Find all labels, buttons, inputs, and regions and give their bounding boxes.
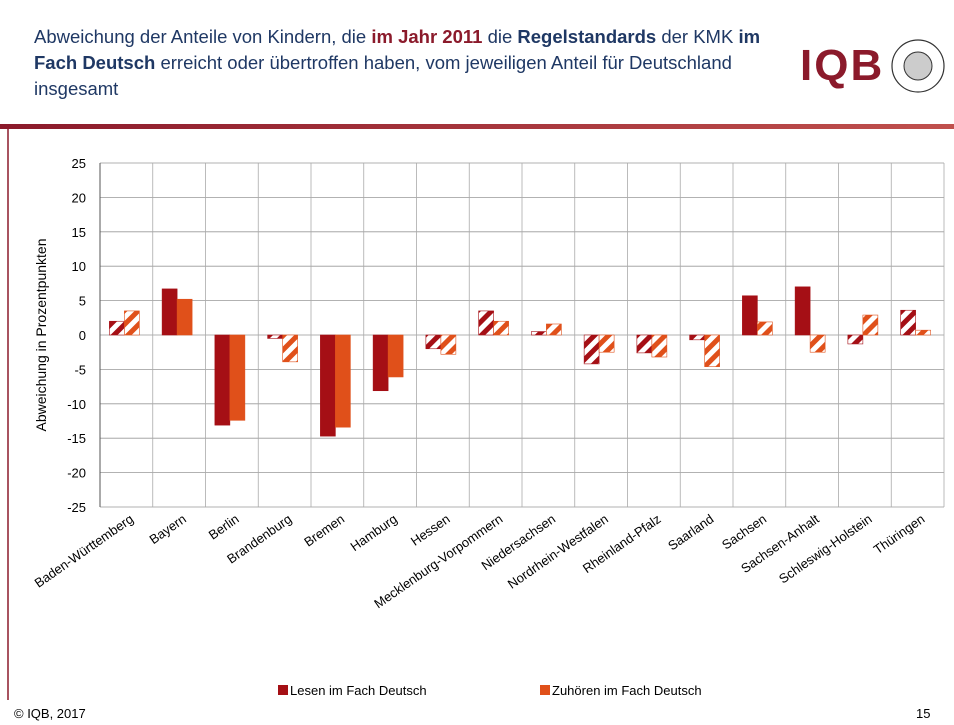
y-tick-label: -25 [67, 500, 86, 515]
bar [387, 334, 404, 378]
bar [636, 334, 653, 354]
bar [546, 323, 562, 336]
bar [425, 334, 442, 350]
logo-seal-inner [903, 51, 933, 81]
title-part: der KMK [656, 26, 739, 47]
bar [282, 334, 298, 363]
x-tick-label: Bayern [146, 511, 188, 547]
y-axis-label: Abweichung in Prozentpunkten [33, 238, 49, 431]
y-tick-label: -10 [67, 397, 86, 412]
bar [109, 320, 125, 336]
title-part: im Fach Deutsch [34, 26, 766, 73]
bar [742, 295, 758, 336]
bar [862, 314, 879, 336]
y-tick-label: -20 [67, 466, 86, 481]
bar [915, 329, 931, 336]
y-tick-label: -15 [67, 431, 86, 446]
logo-text: IQB [800, 41, 884, 90]
title-part: Regelstandards [517, 26, 657, 47]
bar [372, 334, 389, 392]
y-tick-label: 15 [72, 225, 86, 240]
y-tick-label: 0 [79, 328, 86, 343]
bar [214, 334, 231, 426]
y-tick-label: 5 [79, 294, 86, 309]
legend-label: Lesen im Fach Deutsch [290, 683, 427, 698]
y-tick-label: 20 [72, 190, 86, 205]
title-part: erreicht oder übertroffen haben, vom jew… [34, 52, 738, 99]
bar [689, 334, 705, 341]
bar [229, 334, 246, 421]
bar [440, 334, 457, 355]
bar [267, 334, 283, 339]
bar [161, 288, 178, 336]
title-part: im Jahr 2011 [371, 26, 483, 47]
x-tick-label: Bremen [301, 511, 347, 549]
x-tick-label: Berlin [206, 511, 242, 542]
bar [335, 334, 351, 428]
x-tick-label: Schleswig-Holstein [776, 511, 875, 586]
legend-swatch [278, 685, 288, 695]
title-part: Abweichung der Anteile von Kindern, die [34, 26, 372, 47]
bar [493, 320, 509, 336]
bar [794, 286, 811, 336]
copyright: © IQB, 2017 [14, 706, 86, 721]
y-tick-label: 10 [72, 259, 86, 274]
bar [124, 310, 140, 336]
title-part: die [482, 26, 518, 47]
slide-title: Abweichung der Anteile von Kindern, die … [34, 24, 774, 102]
y-tick-label: 25 [72, 156, 86, 171]
header-rule [0, 124, 954, 129]
bar [847, 334, 864, 345]
x-tick-label: Baden-Württemberg [32, 511, 136, 590]
bar [478, 310, 494, 336]
page-number: 15 [916, 706, 930, 721]
bar [900, 309, 916, 336]
bar [320, 334, 336, 437]
bar [531, 331, 547, 336]
bar [809, 334, 826, 353]
bar [704, 334, 720, 367]
x-tick-label: Saarland [665, 511, 716, 553]
bar [651, 334, 668, 358]
x-tick-label: Hamburg [347, 511, 399, 554]
x-tick-label: Thüringen [871, 511, 928, 557]
bar [598, 334, 615, 353]
bar [176, 298, 193, 336]
x-tick-label: Hessen [408, 511, 453, 549]
legend-label: Zuhören im Fach Deutsch [552, 683, 702, 698]
y-tick-label: -5 [74, 362, 86, 377]
bar [757, 321, 773, 336]
legend-swatch [540, 685, 550, 695]
bar [583, 334, 600, 365]
